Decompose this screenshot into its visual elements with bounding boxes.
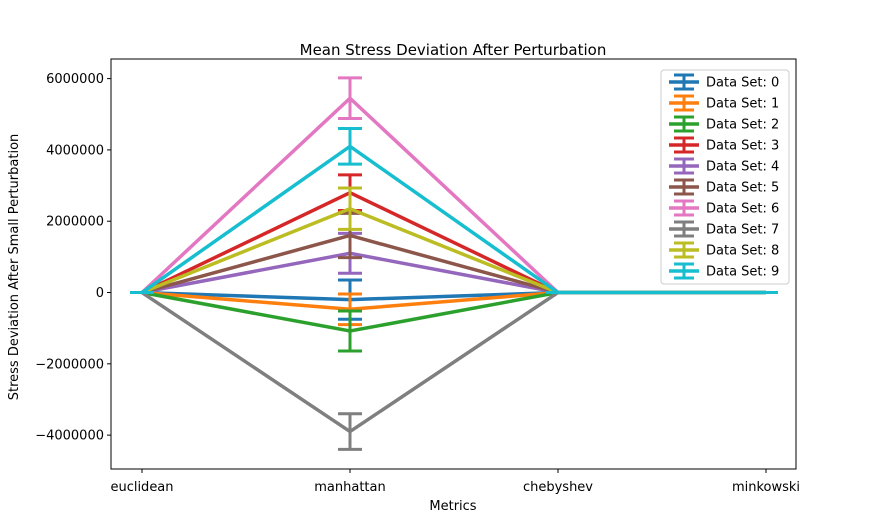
- legend-label: Data Set: 9: [706, 265, 779, 280]
- legend-label: Data Set: 2: [706, 118, 779, 133]
- legend-item: Data Set: 0: [669, 73, 779, 91]
- legend-item: Data Set: 6: [669, 199, 779, 217]
- legend-item: Data Set: 4: [669, 157, 779, 175]
- x-axis-label: Metrics: [429, 499, 476, 514]
- x-tick-label: chebyshev: [523, 480, 593, 495]
- x-tick-label: euclidean: [110, 480, 173, 495]
- y-tick-label: 6000000: [46, 72, 104, 87]
- legend-label: Data Set: 0: [706, 76, 779, 91]
- y-tick-label: −4000000: [35, 429, 104, 444]
- legend-item: Data Set: 1: [669, 94, 779, 112]
- y-tick-label: 0: [96, 286, 104, 301]
- legend-item: Data Set: 7: [669, 220, 779, 238]
- legend-label: Data Set: 8: [706, 244, 779, 259]
- legend-label: Data Set: 1: [706, 97, 779, 112]
- x-tick-label: manhattan: [314, 480, 385, 495]
- y-tick-label: 4000000: [46, 143, 104, 158]
- y-tick-label: 2000000: [46, 215, 104, 230]
- legend-item: Data Set: 8: [669, 241, 779, 259]
- series-line-9: [140, 144, 766, 295]
- legend-item: Data Set: 5: [669, 178, 779, 196]
- y-tick-label: −2000000: [35, 357, 104, 372]
- series-7: [130, 290, 778, 451]
- chart-title: Mean Stress Deviation After Perturbation: [300, 41, 607, 59]
- x-tick-label: minkowski: [732, 480, 800, 495]
- legend-item: Data Set: 3: [669, 136, 779, 154]
- legend-label: Data Set: 6: [706, 202, 779, 217]
- legend-label: Data Set: 5: [706, 181, 779, 196]
- legend-item: Data Set: 2: [669, 115, 779, 133]
- legend-item: Data Set: 9: [669, 262, 779, 280]
- legend: Data Set: 0 Data Set: 1 Data Set: 2 Data Se…: [660, 69, 790, 285]
- plot-frame: [110, 58, 797, 470]
- legend-label: Data Set: 3: [706, 139, 779, 154]
- legend-label: Data Set: 4: [706, 160, 779, 175]
- series-9: [130, 127, 778, 295]
- series-line-2: [141, 290, 766, 333]
- y-axis-label: Stress Deviation After Small Perturbatio…: [7, 134, 22, 401]
- legend-label: Data Set: 7: [706, 223, 779, 238]
